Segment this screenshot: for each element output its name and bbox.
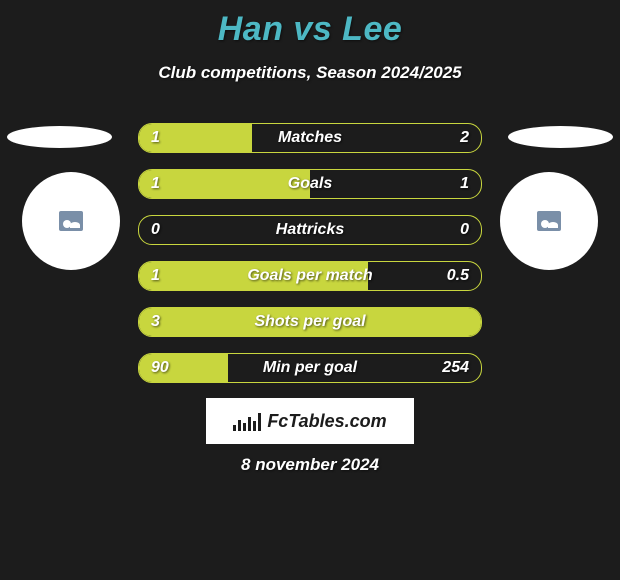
- stat-row: 0 Hattricks 0: [138, 215, 482, 245]
- stat-left-value: 3: [151, 313, 160, 331]
- placeholder-icon: [537, 211, 561, 231]
- stat-left-value: 1: [151, 267, 160, 285]
- stat-left-value: 0: [151, 221, 160, 239]
- stat-label: Shots per goal: [254, 313, 365, 331]
- stat-left-value: 1: [151, 175, 160, 193]
- player-left-avatar: [22, 172, 120, 270]
- stat-right-value: 1: [460, 175, 469, 193]
- stat-row: 1 Matches 2: [138, 123, 482, 153]
- brand-box: FcTables.com: [206, 398, 414, 444]
- brand-text: FcTables.com: [267, 411, 386, 432]
- stat-row: 1 Goals 1: [138, 169, 482, 199]
- stat-row: 90 Min per goal 254: [138, 353, 482, 383]
- stat-right-value: 0.5: [447, 267, 469, 285]
- page-title: Han vs Lee: [0, 0, 620, 49]
- stat-label: Min per goal: [263, 359, 357, 377]
- brand-chart-icon: [233, 411, 261, 431]
- stat-label: Goals per match: [247, 267, 372, 285]
- player-right-ellipse: [508, 126, 613, 148]
- stats-container: 1 Matches 2 1 Goals 1 0 Hattricks 0 1 Goals per ma…: [138, 123, 482, 399]
- stat-row: 3 Shots per goal: [138, 307, 482, 337]
- stat-label: Hattricks: [276, 221, 344, 239]
- player-left-ellipse: [7, 126, 112, 148]
- stat-right-value: 2: [460, 129, 469, 147]
- stat-label: Matches: [278, 129, 342, 147]
- stat-fill: [139, 170, 310, 198]
- placeholder-icon: [59, 211, 83, 231]
- stat-right-value: 254: [442, 359, 469, 377]
- player-right-avatar: [500, 172, 598, 270]
- stat-label: Goals: [288, 175, 332, 193]
- stat-row: 1 Goals per match 0.5: [138, 261, 482, 291]
- stat-right-value: 0: [460, 221, 469, 239]
- stat-left-value: 90: [151, 359, 169, 377]
- stat-left-value: 1: [151, 129, 160, 147]
- page-subtitle: Club competitions, Season 2024/2025: [0, 63, 620, 83]
- date-text: 8 november 2024: [241, 455, 379, 475]
